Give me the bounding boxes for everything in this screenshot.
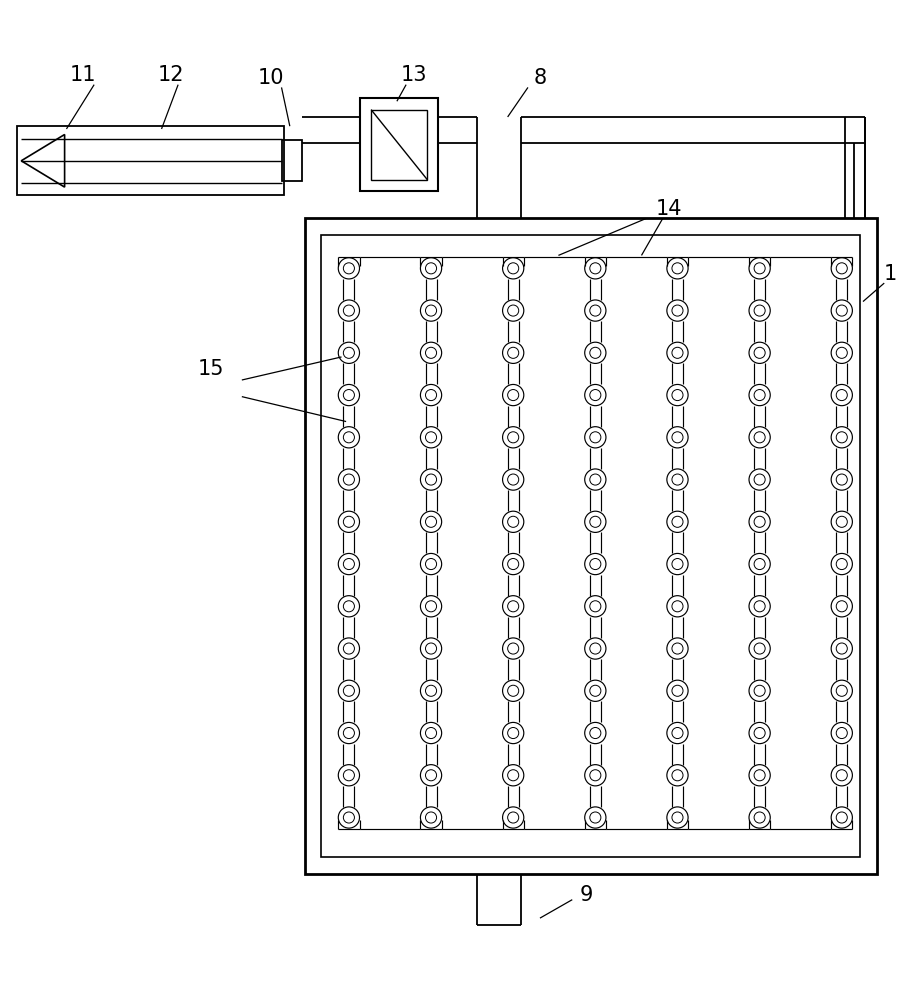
Text: 10: 10	[258, 68, 283, 88]
Bar	[282, 140, 302, 181]
Text: 8: 8	[533, 68, 546, 88]
Text: 14: 14	[656, 199, 682, 219]
Bar	[17, 126, 284, 195]
Text: 1: 1	[884, 264, 897, 284]
Bar	[321, 235, 860, 857]
Bar	[305, 218, 877, 874]
Text: 13: 13	[401, 65, 426, 85]
Bar	[371, 110, 427, 180]
Polygon shape	[21, 134, 65, 187]
Text: 11: 11	[70, 65, 96, 85]
Text: 9: 9	[580, 885, 593, 905]
Text: 15: 15	[198, 359, 223, 379]
Bar	[360, 98, 438, 191]
Text: 12: 12	[158, 65, 184, 85]
